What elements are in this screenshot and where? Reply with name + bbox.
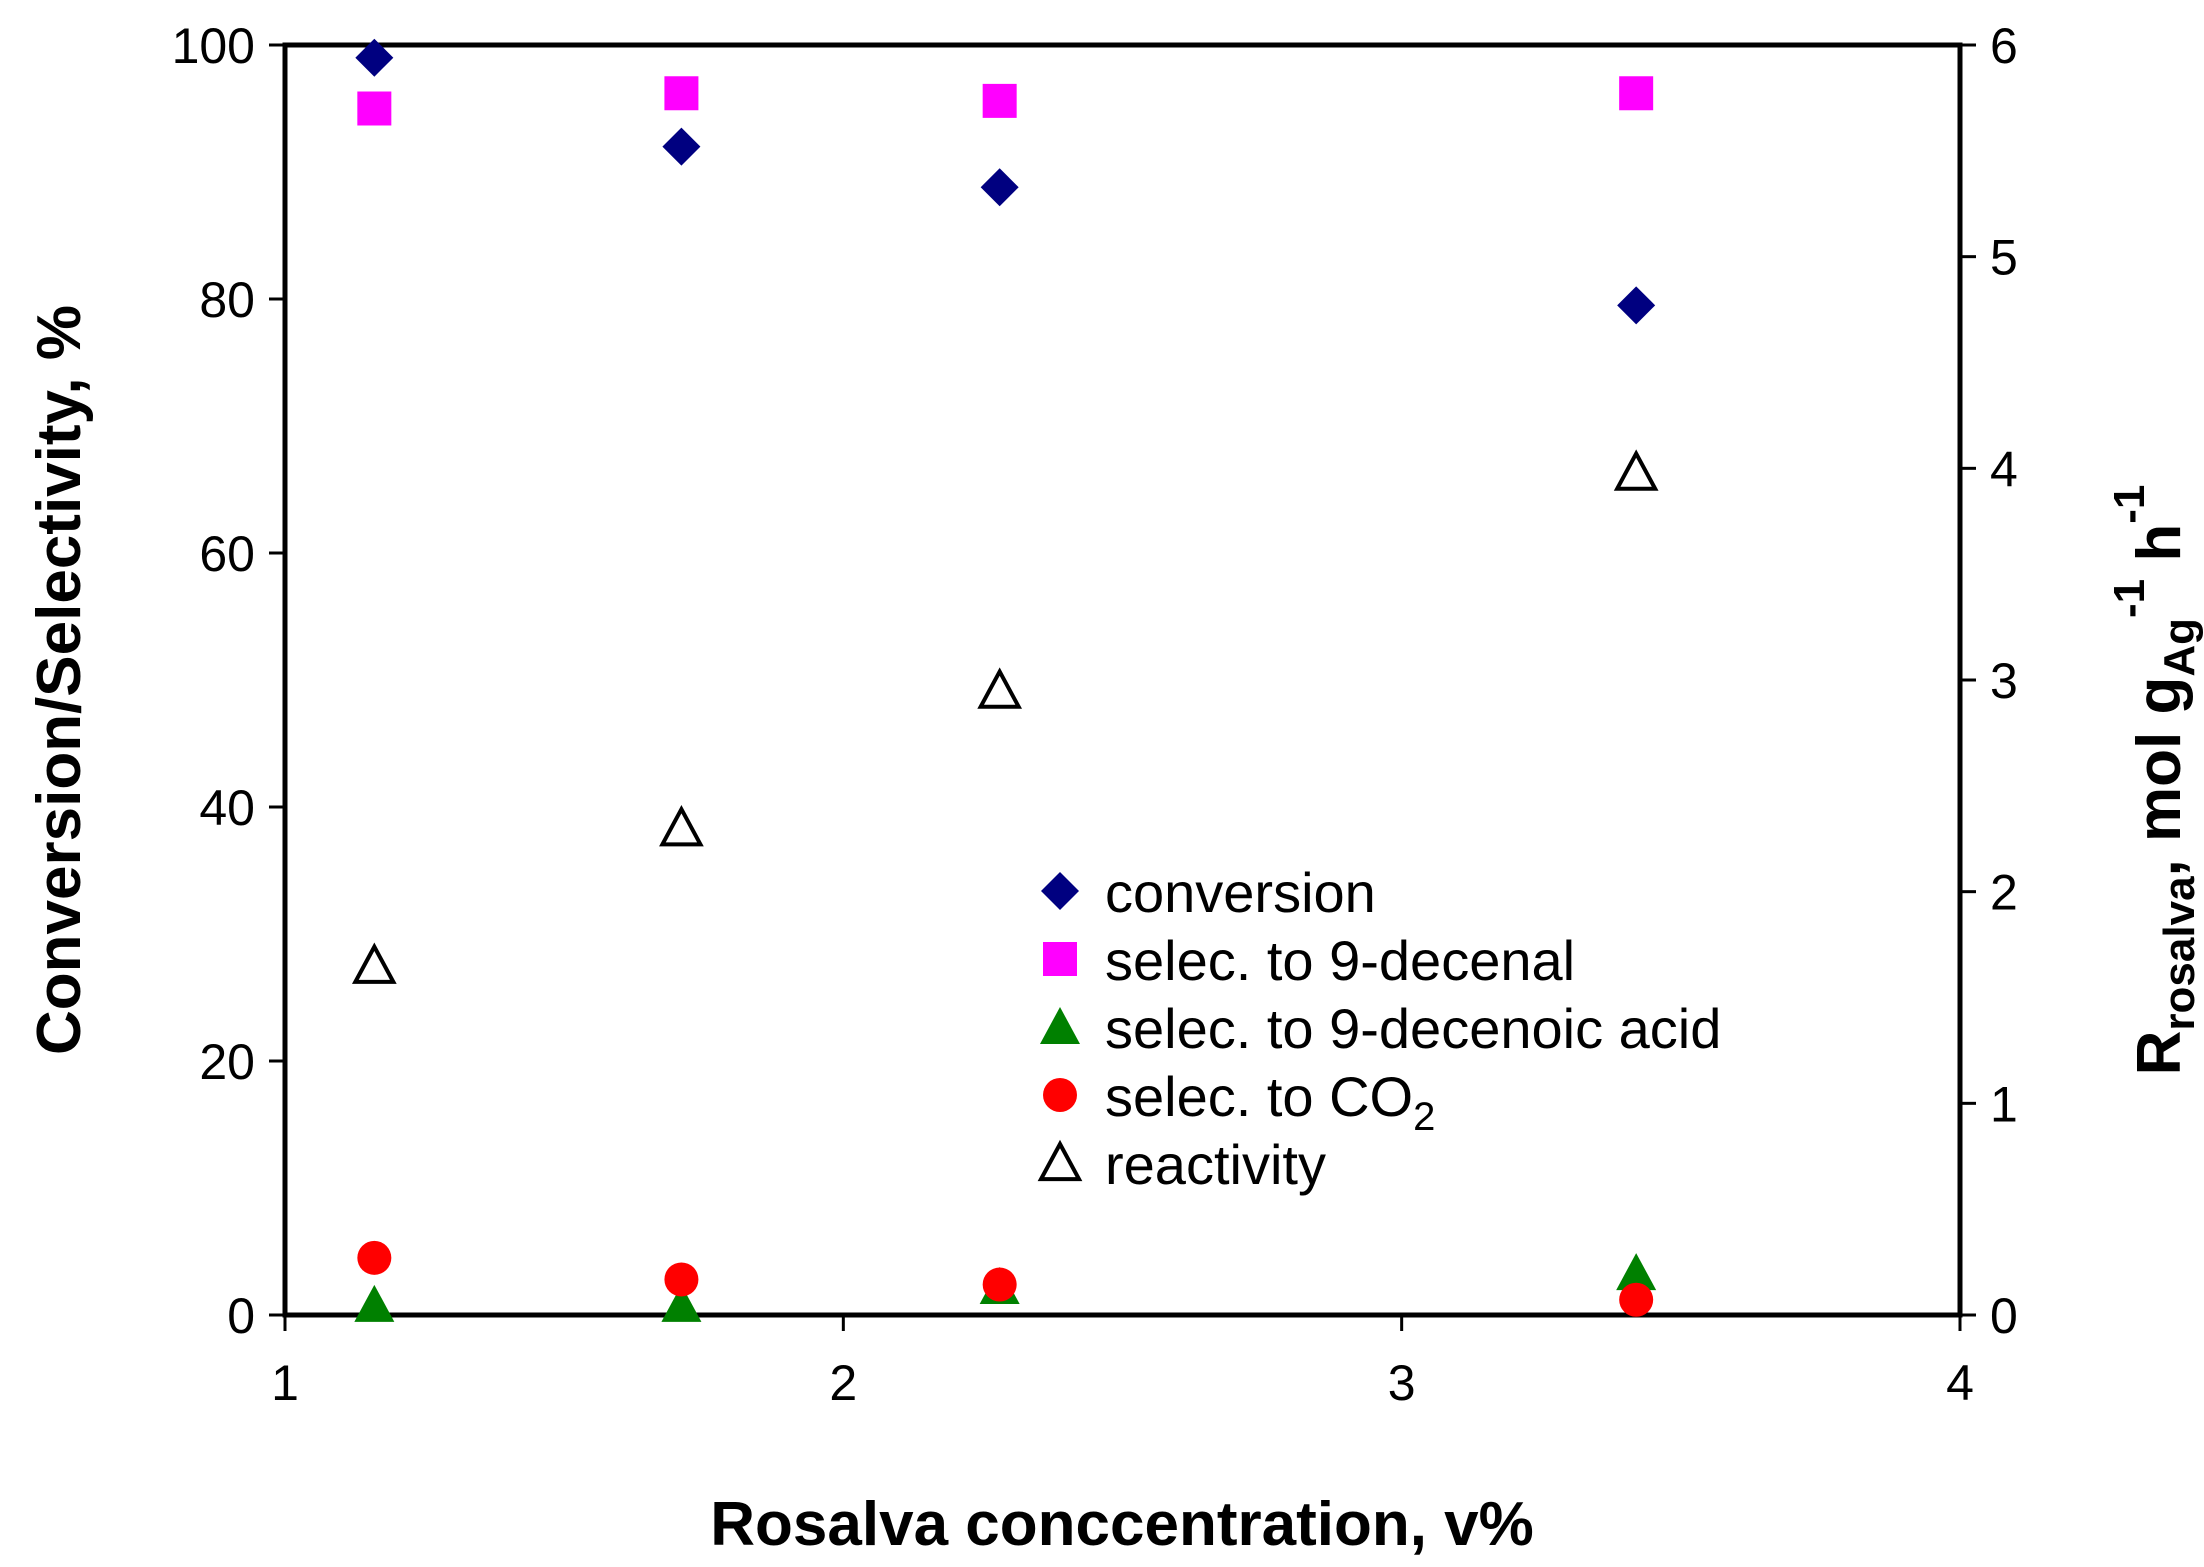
point-selec-to-9-decenal xyxy=(357,91,392,126)
y2-tick-label: 0 xyxy=(1990,1288,2018,1344)
point-selec-to-9-decenal xyxy=(982,83,1017,118)
y-axis-title: Conversion/Selectivity, % xyxy=(25,305,94,1055)
x-axis-title: Rosalva conccentration, v% xyxy=(710,1490,1534,1559)
x-tick-label: 3 xyxy=(1388,1355,1416,1411)
point-selec-to-9-decenal xyxy=(1619,76,1654,111)
y-tick-label: 40 xyxy=(199,780,255,836)
point-selec-to-9-decenal xyxy=(664,76,699,111)
point-selec-to-9-decenoic-acid xyxy=(1616,1253,1657,1291)
legend-marker-selec-to-co xyxy=(1043,1078,1077,1112)
point-reactivity xyxy=(659,804,704,847)
legend-label-selec-to-9-decenal: selec. to 9-decenal xyxy=(1105,929,1575,992)
legend-label-selec-to-9-decenoic-acid: selec. to 9-decenoic acid xyxy=(1105,997,1721,1060)
legend-label-selec-to-co: selec. to CO2 xyxy=(1105,1065,1435,1139)
data-points xyxy=(351,38,1659,1322)
y2-tick-label: 2 xyxy=(1990,865,2018,921)
y-tick-label: 20 xyxy=(199,1034,255,1090)
legend-label-reactivity: reactivity xyxy=(1105,1133,1326,1196)
y2-axis-title: Rrosalva, mol gAg-1 h-1 xyxy=(2105,485,2204,1076)
y-tick-label: 0 xyxy=(227,1288,255,1344)
point-selec-to-9-decenoic-acid xyxy=(354,1284,395,1322)
y-tick-label: 100 xyxy=(172,18,255,74)
point-reactivity xyxy=(351,942,397,984)
point-selec-to-9-decenoic-acid xyxy=(661,1284,702,1322)
x-tick-label: 4 xyxy=(1946,1355,1974,1411)
point-selec-to-co xyxy=(1619,1282,1654,1317)
y2-tick-label: 5 xyxy=(1990,230,2018,286)
y2-tick-label: 6 xyxy=(1990,18,2018,74)
y2-tick-label: 4 xyxy=(1990,441,2018,497)
x-tick-label: 2 xyxy=(829,1355,857,1411)
point-selec-to-co xyxy=(664,1262,699,1297)
legend-marker-selec-to-9-decenoic-acid xyxy=(1040,1007,1080,1044)
point-conversion xyxy=(662,127,701,166)
point-selec-to-co xyxy=(982,1267,1017,1302)
x-tick-label: 1 xyxy=(271,1355,299,1411)
legend-marker-reactivity xyxy=(1037,1139,1083,1182)
point-conversion xyxy=(980,168,1019,207)
point-conversion xyxy=(355,38,394,77)
point-selec-to-co xyxy=(357,1240,392,1275)
y-tick-label: 80 xyxy=(199,272,255,328)
legend-label-conversion: conversion xyxy=(1105,861,1376,924)
legend-marker-selec-to-9-decenal xyxy=(1043,942,1077,976)
y2-tick-label: 3 xyxy=(1990,653,2018,709)
point-reactivity xyxy=(1613,449,1659,491)
point-conversion xyxy=(1617,286,1656,325)
y2-tick-label: 1 xyxy=(1990,1076,2018,1132)
legend-marker-conversion xyxy=(1041,872,1079,910)
y-tick-label: 60 xyxy=(199,526,255,582)
point-reactivity xyxy=(977,667,1023,709)
